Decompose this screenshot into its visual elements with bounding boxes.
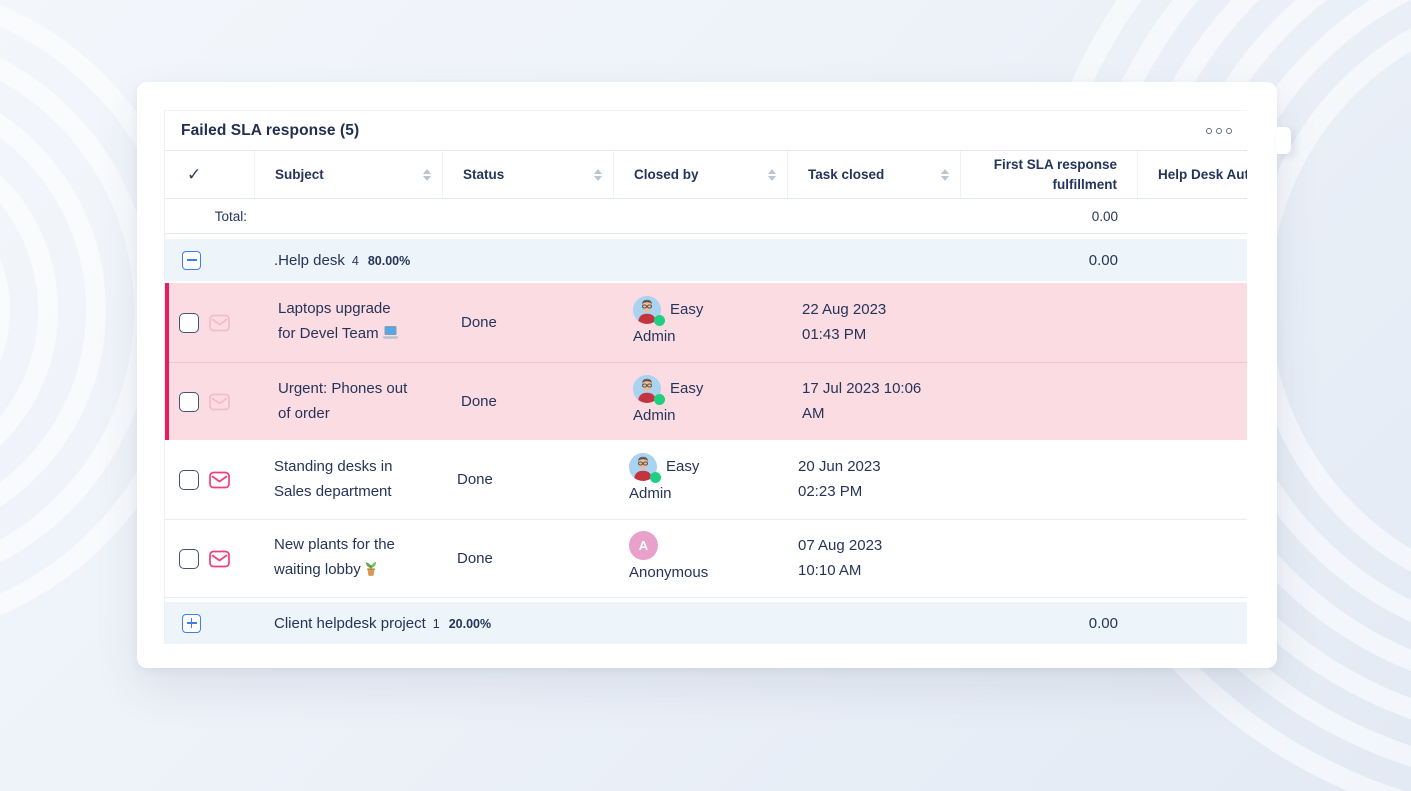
mail-icon[interactable] <box>209 314 230 332</box>
closed-by-name[interactable]: Easy Admin <box>633 379 704 424</box>
select-all-header[interactable]: ✓ <box>165 151 255 198</box>
more-options-button[interactable] <box>1205 125 1233 137</box>
avatar <box>629 452 661 483</box>
total-label: Total: <box>214 208 247 224</box>
status-value: Done <box>457 550 493 567</box>
table-row[interactable]: New plants for the waiting lobby Done AA… <box>165 520 1247 598</box>
row-checkbox[interactable] <box>179 548 199 569</box>
widget-header: Failed SLA response (5) <box>165 111 1247 151</box>
task-subject[interactable]: Urgent: Phones out of order <box>278 380 408 422</box>
group-count: 4 <box>351 253 359 268</box>
collapse-group-button[interactable] <box>182 250 201 270</box>
laptop-emoji-icon <box>382 324 399 348</box>
task-subject[interactable]: New plants for the waiting lobby <box>274 533 404 584</box>
table-row[interactable]: Laptops upgrade for Devel Team Done Easy… <box>169 283 1247 362</box>
closed-by-name[interactable]: Anonymous <box>629 564 709 581</box>
total-first-sla-value: 0.00 <box>1091 208 1118 224</box>
row-checkbox[interactable] <box>179 312 199 333</box>
total-row: Total: 0.00 <box>165 199 1247 234</box>
check-icon: ✓ <box>187 164 202 184</box>
group-first-sla-value: 0.00 <box>1088 251 1118 269</box>
task-subject[interactable]: Standing desks in Sales department <box>274 458 393 500</box>
task-closed-date: 17 Jul 2023 10:06 AM <box>802 380 922 422</box>
closed-by-name[interactable]: Easy Admin <box>629 457 700 502</box>
row-checkbox[interactable] <box>179 391 199 412</box>
group-count: 1 <box>432 616 440 631</box>
column-header-closed-by[interactable]: Closed by <box>614 151 788 198</box>
group-name[interactable]: .Help desk <box>274 251 345 269</box>
avatar <box>633 374 665 405</box>
avatar <box>633 295 665 326</box>
widget-card: Failed SLA response (5) ✓ Subject Status… <box>137 82 1291 668</box>
group-row-client-helpdesk-project[interactable]: Client helpdesk project 1 20.00% 0.00 <box>165 602 1247 644</box>
column-header-task-closed[interactable]: Task closed <box>788 151 961 198</box>
column-header-help-desk-author[interactable]: Help Desk Author <box>1158 167 1247 182</box>
column-header-subject[interactable]: Subject <box>255 151 443 198</box>
sort-icon <box>594 168 602 181</box>
table-row[interactable]: Standing desks in Sales department Done … <box>165 440 1247 520</box>
mail-icon[interactable] <box>209 550 230 568</box>
group-percent: 20.00% <box>448 616 492 631</box>
failed-sla-highlight-block: Laptops upgrade for Devel Team Done Easy… <box>165 283 1247 440</box>
online-indicator <box>654 393 665 405</box>
status-value: Done <box>461 393 497 410</box>
status-value: Done <box>457 471 493 488</box>
task-subject[interactable]: Laptops upgrade for Devel Team <box>278 297 408 348</box>
group-percent: 80.00% <box>367 253 411 268</box>
widget-title: Failed SLA response (5) <box>181 121 360 139</box>
table-row[interactable]: Urgent: Phones out of order Done Easy Ad… <box>169 362 1247 440</box>
group-row-help-desk[interactable]: .Help desk 4 80.00% 0.00 <box>165 239 1247 281</box>
group-first-sla-value: 0.00 <box>1088 614 1118 632</box>
task-closed-date: 22 Aug 2023 01:43 PM <box>802 301 887 343</box>
sort-icon <box>423 168 431 181</box>
task-closed-date: 20 Jun 2023 02:23 PM <box>798 458 881 500</box>
side-handle[interactable] <box>1276 127 1291 154</box>
closed-by-name[interactable]: Easy Admin <box>633 300 704 345</box>
row-checkbox[interactable] <box>179 469 199 490</box>
column-header-first-sla[interactable]: First SLA response fulfillment <box>961 151 1138 198</box>
online-indicator <box>650 471 661 483</box>
task-closed-date: 07 Aug 2023 10:10 AM <box>798 537 883 579</box>
expand-group-button[interactable] <box>182 613 201 633</box>
status-value: Done <box>461 314 497 331</box>
group-name[interactable]: Client helpdesk project <box>274 614 426 632</box>
online-indicator <box>654 314 665 326</box>
sort-icon <box>768 168 776 181</box>
failed-sla-table: Failed SLA response (5) ✓ Subject Status… <box>164 110 1247 644</box>
mail-icon[interactable] <box>209 393 230 411</box>
anonymous-avatar: A <box>629 531 658 560</box>
potted-plant-emoji-icon <box>364 560 378 584</box>
column-header-status[interactable]: Status <box>443 151 614 198</box>
table-header-row: ✓ Subject Status Closed by Task closed F… <box>165 151 1247 199</box>
mail-icon[interactable] <box>209 471 230 489</box>
sort-icon <box>941 168 949 181</box>
